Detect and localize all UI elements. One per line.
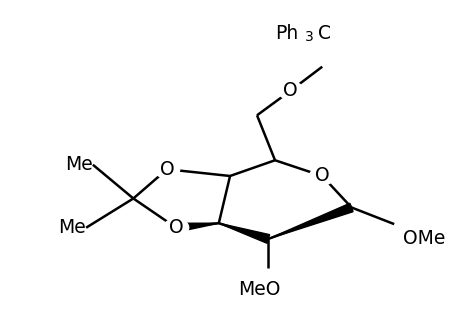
Polygon shape (218, 223, 269, 243)
Text: O: O (283, 81, 298, 100)
Ellipse shape (278, 82, 303, 99)
Text: O: O (168, 218, 183, 237)
Text: O: O (314, 166, 329, 186)
Text: 3: 3 (304, 31, 313, 45)
Text: OMe: OMe (402, 229, 445, 248)
Text: Me: Me (58, 218, 86, 237)
Ellipse shape (309, 167, 334, 185)
Text: MeO: MeO (238, 280, 280, 299)
Text: Me: Me (65, 155, 93, 174)
Polygon shape (175, 223, 218, 232)
Polygon shape (268, 203, 352, 239)
Text: C: C (317, 24, 330, 43)
Ellipse shape (163, 219, 188, 237)
Text: O: O (159, 160, 174, 179)
Text: Ph: Ph (274, 24, 297, 43)
Ellipse shape (154, 160, 179, 178)
